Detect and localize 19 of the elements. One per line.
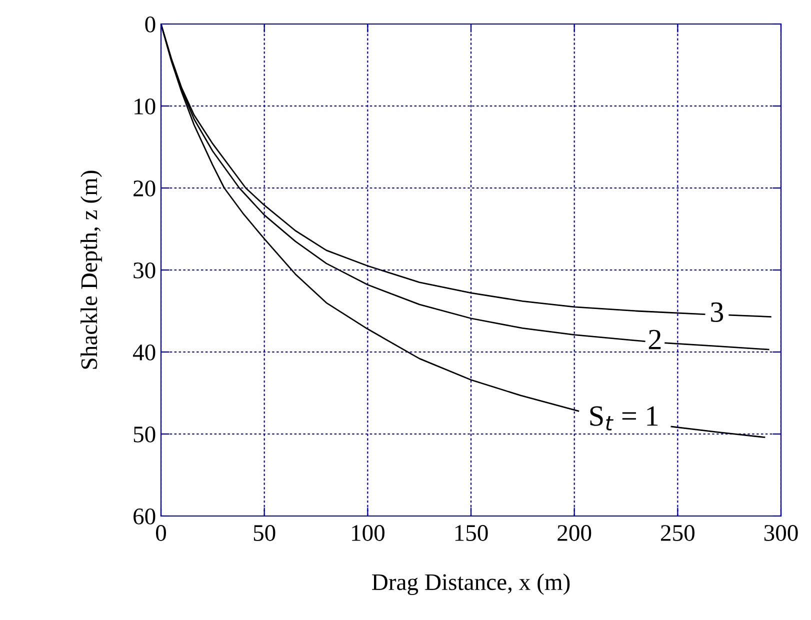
y-tick-label: 30 [134,262,156,278]
y-tick-label: 0 [145,16,156,32]
y-tick-label: 50 [134,426,156,442]
x-tick-label: 150 [455,525,488,541]
x-tick-label: 50 [254,525,276,541]
x-tick-label: 100 [352,525,384,541]
y-axis-title: Shackle Depth, z (m) [80,170,102,369]
x-tick-label: 300 [764,525,798,541]
x-tick-label: 200 [558,525,592,541]
series-label: 2 [648,330,661,350]
x-tick-label: 250 [660,525,694,541]
series-label: 3 [711,302,724,322]
y-tick-label: 60 [134,508,156,524]
y-tick-label: 40 [132,344,156,360]
y-tick-label: 20 [134,180,156,196]
x-axis-title: Drag Distance, x (m) [372,574,570,595]
x-tick-label: 0 [156,525,166,541]
y-tick-label: 10 [134,98,156,114]
series-label: S$_{t}$ = 1 [590,406,658,430]
